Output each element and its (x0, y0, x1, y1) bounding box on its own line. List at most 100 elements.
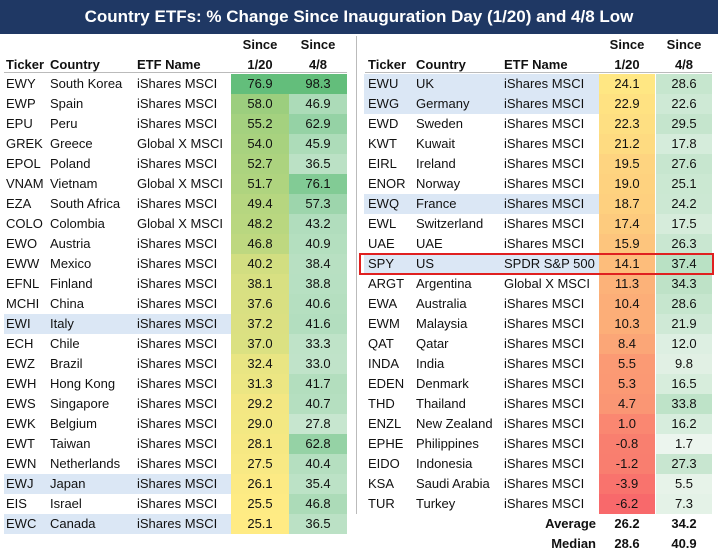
table-row: EWM Malaysia iShares MSCI 10.3 21.9 (360, 314, 718, 334)
table-row: EPOL Poland iShares MSCI 52.7 36.5 (0, 154, 350, 174)
since-1-20-cell: 26.1 (231, 474, 289, 494)
header-1-20-right: 1/20 (614, 57, 640, 72)
etf-name-cell: iShares MSCI (504, 456, 585, 471)
table-row: EWL Switzerland iShares MSCI 17.4 17.5 (360, 214, 718, 234)
etf-name-cell: iShares MSCI (504, 136, 585, 151)
since-4-8-cell: 25.1 (656, 174, 712, 194)
etf-name-cell: iShares MSCI (504, 336, 585, 351)
etf-name-cell: iShares MSCI (137, 336, 218, 351)
ticker-cell: ECH (6, 336, 34, 351)
table-divider (356, 36, 357, 514)
since-4-8-cell: 46.8 (289, 494, 347, 514)
ticker-cell: TUR (368, 496, 395, 511)
since-1-20-cell: 21.2 (599, 134, 655, 154)
since-4-8-cell: 98.3 (289, 74, 347, 94)
etf-name-cell: iShares MSCI (504, 116, 585, 131)
ticker-cell: EPHE (368, 436, 404, 451)
since-1-20-cell: 4.7 (599, 394, 655, 414)
median-1-20: 28.6 (614, 536, 640, 551)
country-cell: Kuwait (416, 136, 456, 151)
since-4-8-cell: 57.3 (289, 194, 347, 214)
since-1-20-cell: 5.5 (599, 354, 655, 374)
etf-name-cell: iShares MSCI (504, 76, 585, 91)
country-cell: Philippines (416, 436, 479, 451)
since-1-20-cell: 14.1 (599, 254, 655, 274)
country-cell: Netherlands (50, 456, 121, 471)
right-table: EWU UK iShares MSCI 24.1 28.6 EWG Germany iShar… (360, 74, 718, 514)
since-1-20-cell: 18.7 (599, 194, 655, 214)
ticker-cell: EDEN (368, 376, 405, 391)
country-cell: South Korea (50, 76, 123, 91)
ticker-cell: ARGT (368, 276, 405, 291)
country-cell: South Africa (50, 196, 121, 211)
etf-name-cell: iShares MSCI (504, 96, 585, 111)
since-1-20-cell: -0.8 (599, 434, 655, 454)
etf-name-cell: Global X MSCI (137, 176, 223, 191)
etf-name-cell: iShares MSCI (504, 436, 585, 451)
table-row: KSA Saudi Arabia iShares MSCI -3.9 5.5 (360, 474, 718, 494)
table-row: ENZL New Zealand iShares MSCI 1.0 16.2 (360, 414, 718, 434)
ticker-cell: EZA (6, 196, 32, 211)
header-4-8-right: 4/8 (674, 57, 694, 72)
since-4-8-cell: 24.2 (656, 194, 712, 214)
table-row: EWS Singapore iShares MSCI 29.2 40.7 (0, 394, 350, 414)
table-row: SPY US SPDR S&P 500 14.1 37.4 (360, 254, 718, 274)
table-row: UAE UAE iShares MSCI 15.9 26.3 (360, 234, 718, 254)
since-4-8-cell: 27.6 (656, 154, 712, 174)
since-4-8-cell: 34.3 (656, 274, 712, 294)
since-1-20-cell: 29.0 (231, 414, 289, 434)
header-underline-left (4, 72, 347, 73)
since-4-8-cell: 41.6 (289, 314, 347, 334)
table-row: EWN Netherlands iShares MSCI 27.5 40.4 (0, 454, 350, 474)
since-4-8-cell: 5.5 (656, 474, 712, 494)
etf-name-cell: iShares MSCI (137, 396, 218, 411)
table-row: EZA South Africa iShares MSCI 49.4 57.3 (0, 194, 350, 214)
header-ticker-left: Ticker (6, 57, 45, 72)
row-highlight (4, 314, 231, 334)
average-1-20: 26.2 (614, 516, 640, 531)
country-cell: Poland (50, 156, 91, 171)
header-country-left: Country (50, 57, 100, 72)
table-row: ENOR Norway iShares MSCI 19.0 25.1 (360, 174, 718, 194)
since-4-8-cell: 26.3 (656, 234, 712, 254)
since-1-20-cell: 28.1 (231, 434, 289, 454)
since-1-20-cell: 37.0 (231, 334, 289, 354)
ticker-cell: UAE (368, 236, 395, 251)
country-cell: China (50, 296, 84, 311)
header-1-20-left: 1/20 (247, 57, 273, 72)
etf-name-cell: Global X MSCI (137, 136, 223, 151)
etf-name-cell: iShares MSCI (137, 436, 218, 451)
etf-name-cell: iShares MSCI (504, 216, 585, 231)
table-row: ARGT Argentina Global X MSCI 11.3 34.3 (360, 274, 718, 294)
since-1-20-cell: 49.4 (231, 194, 289, 214)
row-highlight (4, 514, 231, 534)
country-cell: Austria (50, 236, 91, 251)
since-4-8-cell: 36.5 (289, 514, 347, 534)
etf-name-cell: iShares MSCI (504, 376, 585, 391)
since-4-8-cell: 40.6 (289, 294, 347, 314)
ticker-cell: EWY (6, 76, 36, 91)
country-cell: Mexico (50, 256, 92, 271)
ticker-cell: EWU (368, 76, 399, 91)
etf-name-cell: iShares MSCI (137, 516, 218, 531)
since-1-20-cell: 29.2 (231, 394, 289, 414)
etf-name-cell: iShares MSCI (504, 356, 585, 371)
ticker-cell: KSA (368, 476, 395, 491)
since-1-20-cell: 15.9 (599, 234, 655, 254)
since-1-20-cell: 1.0 (599, 414, 655, 434)
since-1-20-cell: 19.0 (599, 174, 655, 194)
table-row: QAT Qatar iShares MSCI 8.4 12.0 (360, 334, 718, 354)
average-label: Average (545, 516, 596, 531)
country-cell: Malaysia (416, 316, 468, 331)
header-since-1-20-top-right: Since (609, 37, 645, 52)
country-cell: India (416, 356, 445, 371)
etf-name-cell: iShares MSCI (137, 276, 218, 291)
since-4-8-cell: 40.9 (289, 234, 347, 254)
table-row: EIS Israel iShares MSCI 25.5 46.8 (0, 494, 350, 514)
since-1-20-cell: 54.0 (231, 134, 289, 154)
country-cell: Sweden (416, 116, 463, 131)
header-country-right: Country (416, 57, 466, 72)
country-cell: Peru (50, 116, 78, 131)
country-cell: Ireland (416, 156, 456, 171)
row-highlight (364, 194, 599, 214)
